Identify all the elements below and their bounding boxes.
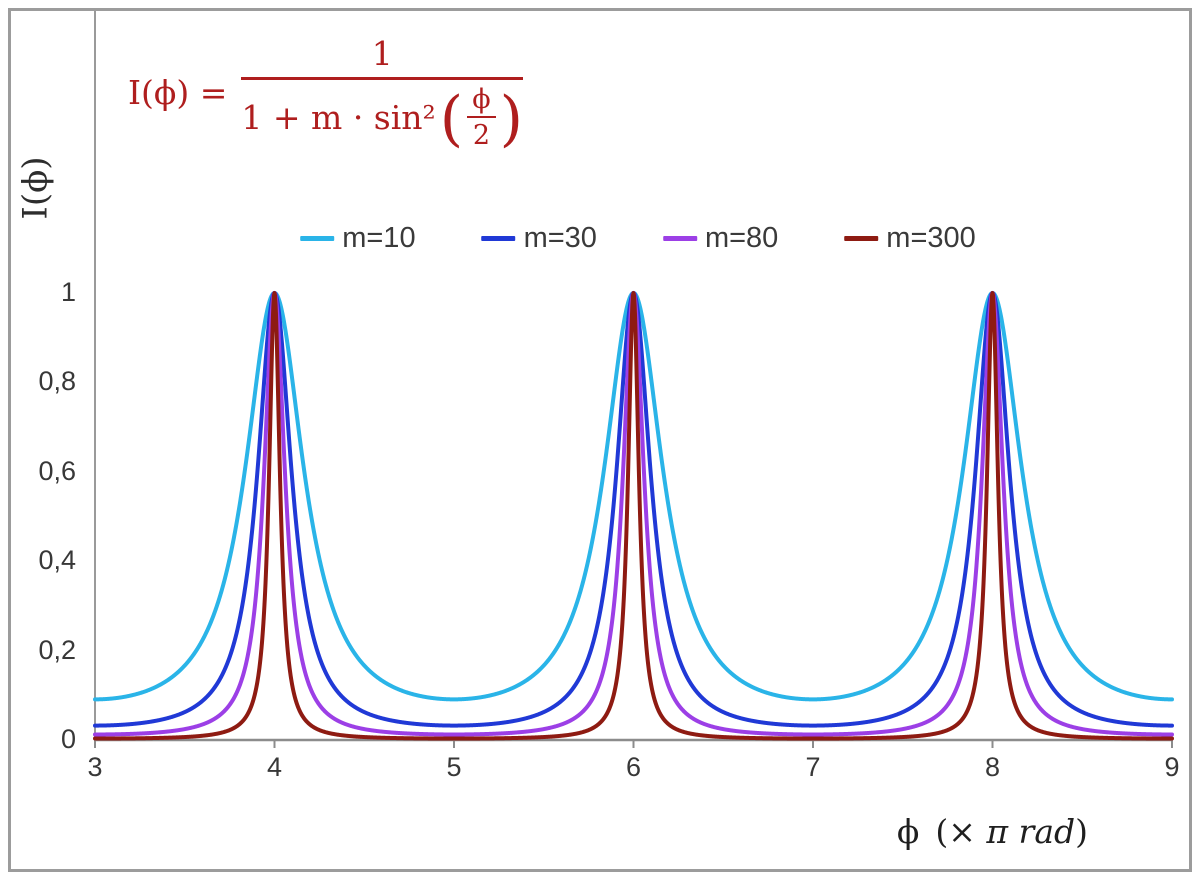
series-line-m=30 [93,291,1174,728]
y-tick-label: 0,4 [38,545,76,576]
x-tick-label: 4 [266,752,283,782]
legend-line-swatch [662,236,697,241]
x-tick-label: 6 [625,752,642,782]
formula-inner-denominator: 2 [472,120,490,151]
legend-label: m=300 [886,222,976,254]
chart-frame [8,8,1192,872]
legend-label: m=80 [704,222,779,254]
y-tick-label: 1 [60,277,76,307]
legend-line-swatch [481,236,516,241]
legend: m=10 m=30 m=80 m=300 [300,222,976,255]
series-line-m=300 [93,291,1174,741]
legend-label: m=10 [342,222,416,254]
formula-fraction: 1 1 + m · sin² ( ϕ 2 ) [241,34,524,151]
x-tick-label: 5 [446,752,462,782]
legend-line-swatch [300,236,335,241]
close-paren: ) [499,84,524,154]
x-axis-label-close: ) [1075,812,1088,851]
series-line-m=80 [93,291,1174,737]
formula-numerator: 1 [241,34,524,80]
x-axis-label-open: (× [935,812,976,851]
x-tick-label: 3 [87,752,103,782]
y-axis-label: I(ϕ) [15,156,56,220]
legend-line-swatch [844,236,879,241]
legend-label: m=30 [523,222,597,254]
y-tick-label: 0,8 [38,366,76,397]
open-paren: ( [439,84,464,154]
x-axis-label: ϕ (× π rad) [897,812,1088,851]
y-tick-label: 0 [60,724,76,754]
y-tick-label: 0,6 [38,455,76,486]
x-axis-label-phi: ϕ [896,812,920,851]
legend-item: m=30 [481,222,597,255]
legend-item: m=300 [844,222,976,255]
x-tick-label: 8 [984,752,1001,782]
formula-denom-prefix: 1 + m · sin² [241,98,436,137]
formula-inner-numerator: ϕ [467,84,496,118]
formula: I(ϕ) = 1 1 + m · sin² ( ϕ 2 ) [128,34,524,151]
x-tick-label: 7 [805,752,821,782]
legend-item: m=10 [300,222,416,255]
formula-denominator: 1 + m · sin² ( ϕ 2 ) [241,80,523,151]
formula-lhs: I(ϕ) = [128,73,228,112]
y-tick-label: 0,2 [38,634,76,665]
x-tick-label: 9 [1164,752,1180,782]
x-axis-label-pi-rad: π rad [986,812,1076,851]
formula-inner-fraction: ϕ 2 [467,84,496,151]
legend-item: m=80 [662,222,779,255]
